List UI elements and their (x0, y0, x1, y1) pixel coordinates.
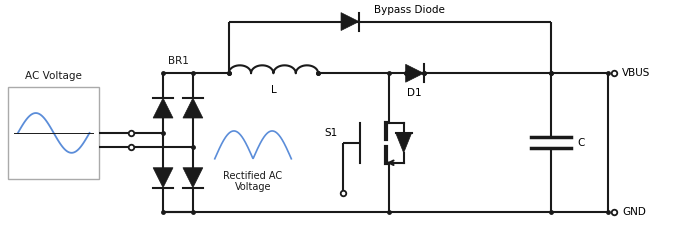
Bar (8, 87, 100, 179)
Text: C: C (578, 138, 585, 148)
Text: BR1: BR1 (167, 56, 188, 66)
Text: S1: S1 (325, 128, 338, 138)
Polygon shape (153, 98, 173, 118)
Text: Rectified AC
Voltage: Rectified AC Voltage (224, 171, 282, 192)
Text: D1: D1 (408, 88, 422, 98)
Polygon shape (183, 98, 203, 118)
Text: AC Voltage: AC Voltage (25, 71, 82, 81)
Polygon shape (341, 13, 359, 31)
Text: VBUS: VBUS (622, 68, 650, 78)
Text: L: L (271, 85, 276, 95)
Polygon shape (153, 168, 173, 187)
Polygon shape (396, 133, 412, 153)
Polygon shape (406, 64, 424, 82)
Polygon shape (183, 168, 203, 187)
Text: Bypass Diode: Bypass Diode (374, 5, 445, 15)
Text: GND: GND (622, 208, 646, 217)
